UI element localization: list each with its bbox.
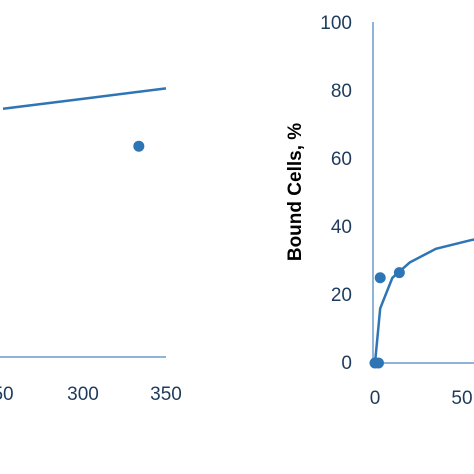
left-fit-line: [2, 87, 167, 111]
right-fit-line: [373, 238, 474, 364]
right-y-tick-100: 100: [320, 13, 352, 34]
right-y-tick-0: 0: [341, 353, 352, 374]
right-x-tick-50: 50: [451, 388, 472, 409]
right-y-tick-40: 40: [331, 217, 352, 238]
right-data-points: [369, 267, 405, 369]
left-data-point-0: [133, 140, 145, 152]
left-x-tick-50: 50: [0, 384, 14, 405]
right-data-point-3: [393, 267, 405, 279]
right-data-point-2: [374, 272, 386, 284]
right-y-tick-20: 20: [331, 285, 352, 306]
right-x-tick-0: 0: [370, 388, 381, 409]
left-data-points: [133, 140, 145, 152]
left-panel: 50 300 350: [0, 87, 182, 405]
right-y-tick-80: 80: [331, 81, 352, 102]
right-y-axis-label: Bound Cells, %: [285, 123, 306, 261]
left-x-tick-350: 350: [150, 384, 182, 405]
right-data-point-1: [372, 357, 384, 369]
right-y-tick-60: 60: [331, 149, 352, 170]
right-panel: 100 80 60 40 20 0 0 50 Bound Cells, %: [285, 13, 474, 409]
left-x-tick-300: 300: [67, 384, 99, 405]
